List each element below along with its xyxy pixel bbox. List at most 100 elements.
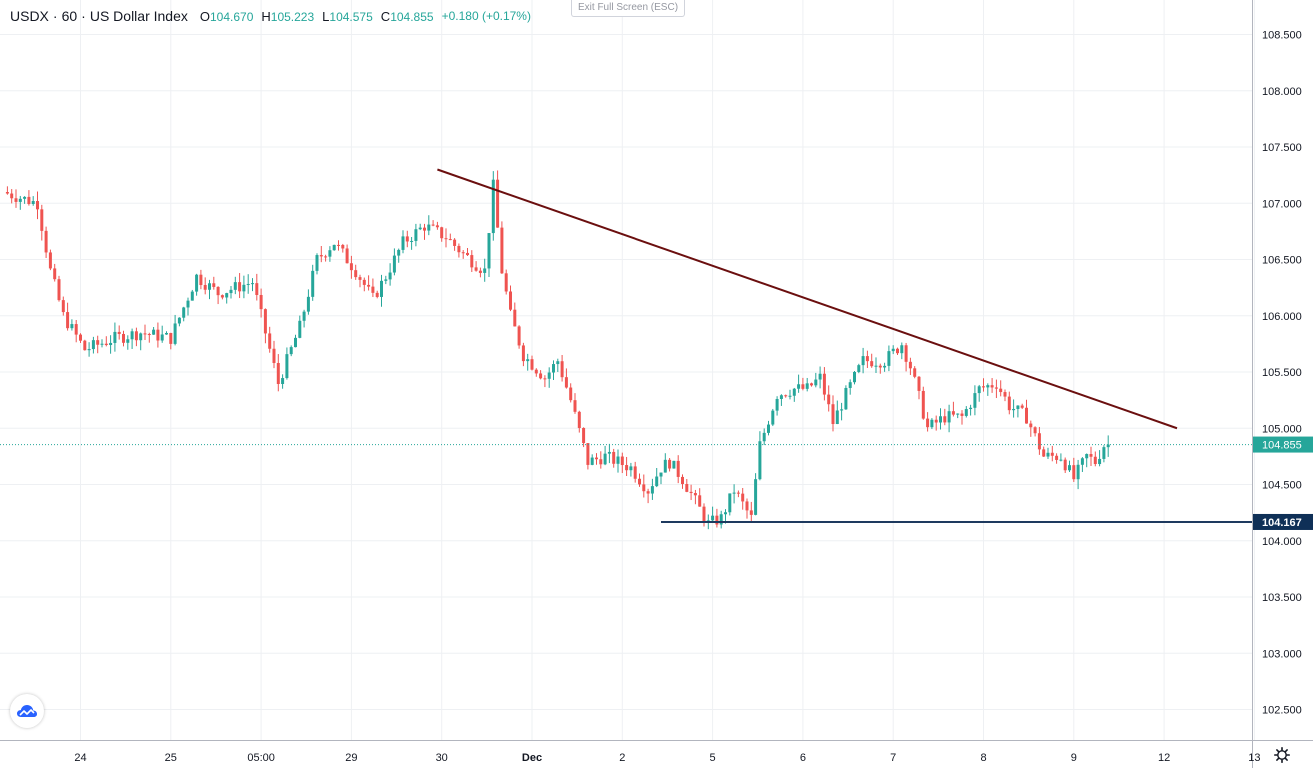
candle-body [487, 233, 491, 269]
candle-body [70, 324, 74, 329]
candle [83, 339, 87, 351]
gear-icon[interactable] [1272, 745, 1292, 765]
candle [397, 248, 401, 263]
candle-body [805, 383, 809, 389]
candle-body [556, 361, 560, 365]
candle-body [767, 424, 770, 433]
candle-body [745, 501, 749, 511]
candle-body [599, 459, 603, 465]
candle [319, 245, 323, 263]
candle [625, 456, 629, 477]
candle [603, 445, 607, 466]
candle [410, 237, 414, 250]
candle-body [741, 493, 745, 502]
legend-ohlc: O104.670 H105.223 L104.575 C104.855 +0.1… [200, 9, 531, 24]
candle-body [900, 345, 904, 354]
candle-body [113, 331, 117, 343]
candle-body [994, 387, 998, 389]
candle-body [702, 506, 706, 522]
candle [582, 427, 586, 448]
candle-body [689, 491, 693, 494]
candle [801, 377, 805, 391]
candle-body [410, 240, 414, 242]
candle [543, 375, 547, 388]
exit-fullscreen-button[interactable]: Exit Full Screen (ESC) [571, 0, 686, 17]
candle-body [242, 284, 246, 292]
candle [994, 379, 998, 399]
candle [818, 366, 822, 389]
candle [1098, 450, 1102, 467]
candle [771, 408, 775, 427]
candle [1080, 457, 1084, 472]
candle [23, 196, 27, 204]
candle [556, 358, 560, 372]
tradingview-cloud-icon[interactable] [10, 694, 44, 728]
candle [1033, 426, 1037, 437]
candle-body [388, 272, 392, 280]
candle [1003, 389, 1007, 402]
candle-body [616, 456, 620, 464]
candle [874, 357, 878, 373]
x-tick-label: 9 [1071, 752, 1077, 764]
candle-body [1093, 456, 1097, 465]
candle-body [913, 368, 917, 377]
candle [896, 347, 899, 355]
candle-body [887, 351, 891, 366]
candle-body [835, 410, 839, 425]
candle [939, 408, 942, 430]
candle-body [921, 390, 925, 419]
x-tick-label: 30 [436, 752, 448, 764]
candle-body [87, 349, 91, 351]
candle-body [792, 388, 796, 396]
candle [1025, 399, 1028, 424]
legend-interval[interactable]: 60 [61, 8, 78, 24]
candle-body [233, 282, 237, 290]
candle [663, 453, 667, 473]
candle [754, 473, 758, 516]
candle [960, 410, 964, 425]
candle [1029, 420, 1033, 437]
candle-body [831, 404, 835, 425]
candle [195, 273, 199, 296]
candle [53, 263, 57, 282]
candle [216, 286, 220, 305]
candle-body [896, 348, 899, 354]
candle [182, 306, 186, 322]
candle [504, 269, 508, 295]
candle-body [195, 274, 199, 292]
candle [31, 196, 35, 206]
candle-body [711, 515, 715, 521]
legend-symbol[interactable]: USDX [10, 8, 49, 24]
candle [693, 489, 697, 505]
candle-body [229, 289, 233, 294]
candle [822, 367, 826, 401]
candle-body [109, 342, 113, 346]
candle [943, 408, 947, 426]
candle [126, 335, 130, 350]
candle [951, 401, 955, 417]
candle-body [332, 244, 336, 251]
x-tick-label: 6 [800, 752, 806, 764]
candle-body [672, 460, 676, 469]
candle [190, 289, 194, 301]
candle-body [483, 268, 487, 273]
candle-body [147, 334, 151, 336]
candle-body [91, 340, 95, 350]
candle-body [117, 331, 121, 334]
candle-body [1102, 447, 1106, 459]
candle [1042, 446, 1046, 458]
candle-body [612, 451, 616, 464]
candle-body [840, 409, 844, 411]
candle-body [190, 291, 194, 301]
candle-body [655, 476, 659, 487]
candle [564, 368, 568, 389]
y-tick-label: 103.500 [1262, 592, 1302, 604]
candle [122, 330, 125, 347]
candle-body [517, 326, 521, 346]
candle [792, 387, 796, 402]
candle-body [676, 460, 680, 477]
candle [311, 264, 315, 301]
candle-body [939, 416, 942, 423]
